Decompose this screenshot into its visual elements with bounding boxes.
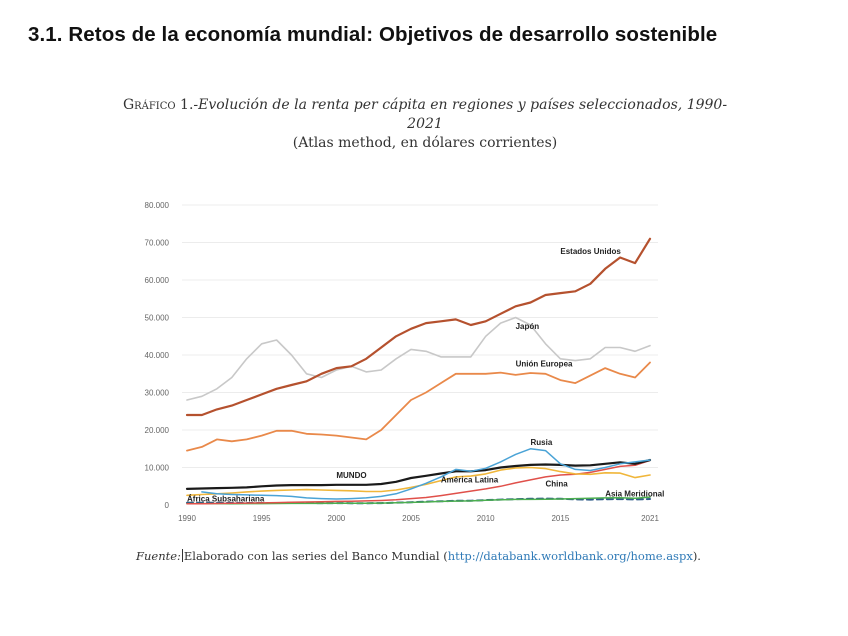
source-lead: Fuente: <box>136 549 181 563</box>
y-tick-label: 80.000 <box>145 201 170 210</box>
series-label: Rusia <box>531 438 553 447</box>
text-cursor <box>181 549 183 562</box>
series-label: América Latina <box>441 476 499 485</box>
series-label: China <box>545 479 568 488</box>
series-line-unión-europea <box>186 361 651 452</box>
gridlines <box>182 204 658 468</box>
series-line-rusia <box>201 448 651 500</box>
section-title: 3.1. Retos de la economía mundial: Objet… <box>28 23 718 46</box>
source-tail: ). <box>692 549 701 563</box>
y-tick-label: 50.000 <box>145 314 170 323</box>
y-tick-label: 40.000 <box>145 351 170 360</box>
source-text: Elaborado con las series del Banco Mundi… <box>183 549 448 563</box>
x-tick-label: 2005 <box>402 514 420 523</box>
y-tick-label: 0 <box>165 501 170 510</box>
y-tick-label: 60.000 <box>145 276 170 285</box>
source-note: Fuente: Elaborado con las series del Banc… <box>136 549 701 563</box>
x-tick-label: 2015 <box>551 514 569 523</box>
series-line-américa-latina <box>186 466 651 497</box>
caption-title: Gráfico 1.-Evolución de la renta per cáp… <box>100 96 750 115</box>
series-label: Estados Unidos <box>560 247 621 256</box>
series-label: Unión Europea <box>516 359 573 368</box>
series-line-china <box>186 459 651 505</box>
y-tick-label: 20.000 <box>145 426 170 435</box>
x-axis-ticks: 1990 1995 2000 2005 2010 2015 2021 <box>178 514 659 523</box>
y-tick-label: 70.000 <box>145 239 170 248</box>
series-label: África Subsahariana <box>187 494 265 503</box>
source-link[interactable]: http://databank.worldbank.org/home.aspx <box>447 549 693 563</box>
x-tick-label: 1995 <box>253 514 271 523</box>
caption-lead: Gráfico 1.- <box>122 97 199 113</box>
caption-title-line1: Evolución de la renta per cápita en regi… <box>198 97 728 113</box>
figure-caption: Gráfico 1.-Evolución de la renta per cáp… <box>100 96 750 153</box>
x-tick-label: 2010 <box>477 514 495 523</box>
caption-subtitle: (Atlas method, en dólares corrientes) <box>292 135 558 151</box>
y-axis-ticks: 0 10.000 20.000 30.000 40.000 50.000 60.000 70.… <box>145 201 170 510</box>
x-tick-label: 2021 <box>641 514 659 523</box>
series-line-japón <box>186 316 651 401</box>
series-lines <box>185 237 652 505</box>
series-label: Asia Meridional <box>605 489 664 498</box>
series-labels: Estados Unidos Japón Unión Europea Rusia MUN… <box>187 247 664 504</box>
series-line-mundo <box>185 458 652 490</box>
caption-title-line2: 2021 <box>407 116 443 132</box>
series-label: Japón <box>516 322 540 331</box>
x-tick-label: 2000 <box>327 514 345 523</box>
series-label: MUNDO <box>336 471 366 480</box>
y-tick-label: 30.000 <box>145 389 170 398</box>
y-tick-label: 10.000 <box>145 464 170 473</box>
x-tick-label: 1990 <box>178 514 196 523</box>
series-line-estados-unidos <box>185 237 652 417</box>
